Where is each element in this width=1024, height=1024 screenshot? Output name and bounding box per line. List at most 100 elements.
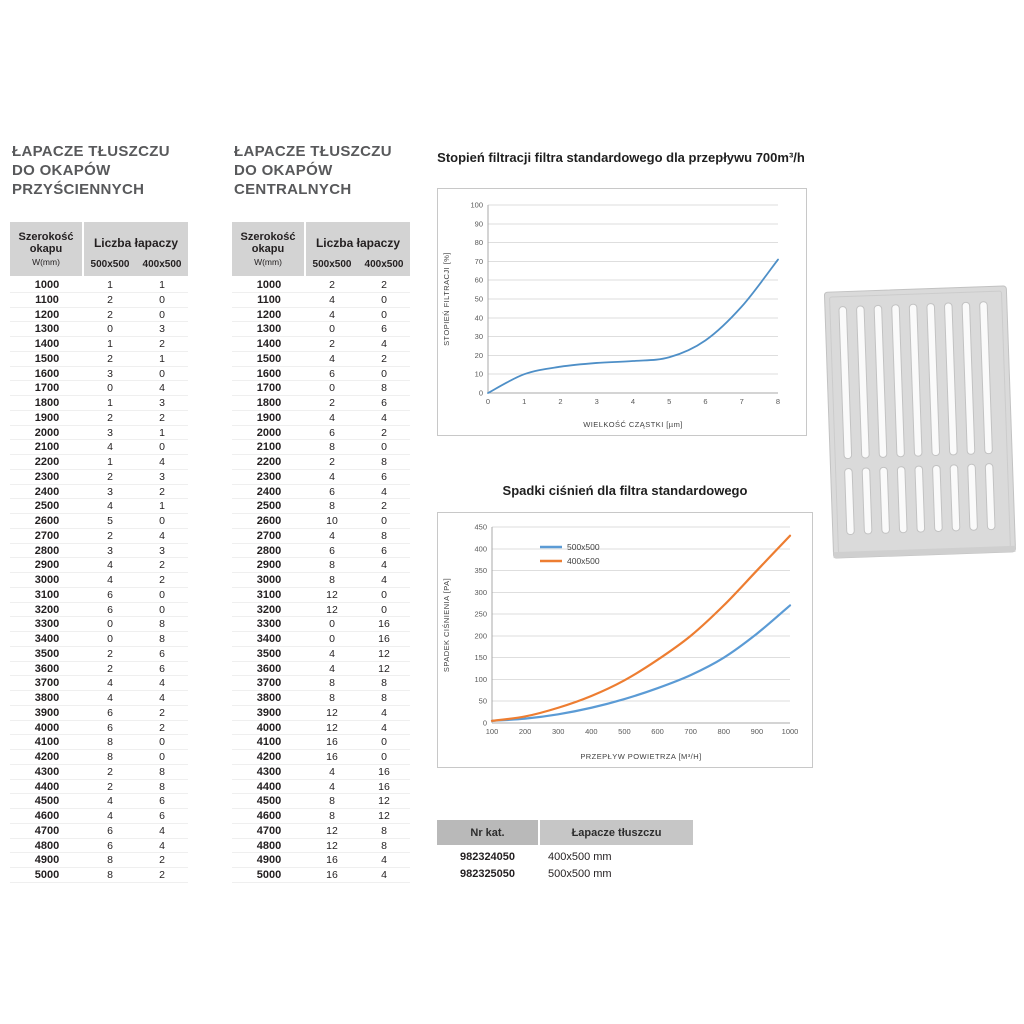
hood-width-cell: 2600 (34, 515, 60, 527)
table-row: 3000 4 2 (10, 573, 188, 588)
hood-width-cell: 4800 (34, 839, 60, 852)
svg-text:250: 250 (474, 610, 487, 619)
trap-count-cell: 3 (107, 485, 113, 498)
svg-text:1000: 1000 (782, 727, 799, 736)
svg-text:2: 2 (558, 397, 562, 406)
table-row: 1500 2 1 (10, 352, 188, 367)
svg-text:150: 150 (474, 653, 487, 662)
catalog-size-cell: 400x500 mm (548, 850, 612, 863)
table-row: 3600 4 12 (232, 662, 410, 677)
catalog-table: Nr kat. Łapacze tłuszczu 982324050 400x50… (437, 820, 693, 882)
hood-width-cell: 4700 (34, 824, 60, 837)
trap-count-cell: 8 (381, 824, 387, 837)
trap-count-cell: 6 (159, 662, 165, 675)
svg-text:20: 20 (475, 351, 483, 360)
trap-count-cell: 4 (381, 869, 387, 881)
table-row: 4900 16 4 (232, 853, 410, 868)
trap-count-cell: 6 (329, 544, 335, 557)
hood-width-cell: 1300 (34, 323, 60, 336)
hood-width-cell: 5000 (256, 869, 282, 881)
trap-count-cell: 4 (329, 352, 335, 365)
trap-count-cell: 4 (329, 662, 335, 675)
svg-text:6: 6 (703, 397, 707, 406)
svg-text:4: 4 (631, 397, 635, 406)
table-row: 3400 0 8 (10, 632, 188, 647)
trap-count-cell: 4 (107, 795, 113, 808)
table-row: 1200 2 0 (10, 308, 188, 323)
trap-count-cell: 0 (381, 308, 387, 321)
trap-count-cell: 8 (329, 574, 335, 586)
trap-count-cell: 8 (107, 854, 113, 867)
trap-count-cell: 2 (107, 352, 113, 365)
trap-count-cell: 0 (159, 736, 165, 749)
hood-width-cell: 1800 (256, 397, 282, 409)
trap-count-cell: 6 (381, 323, 387, 336)
table-row: 2000 6 2 (232, 426, 410, 441)
trap-count-cell: 6 (381, 397, 387, 409)
table-title-centralne: ŁAPACZE TŁUSZCZU DO OKAPÓW CENTRALNYCH (234, 143, 392, 198)
svg-text:400: 400 (474, 544, 487, 553)
trap-count-header: Liczba łapaczy (93, 236, 179, 250)
catalog-row: 982324050 400x500 mm (437, 848, 693, 865)
table-row: 4700 12 8 (232, 824, 410, 839)
trap-count-cell: 0 (381, 515, 387, 527)
trap-count-cell: 6 (107, 721, 113, 734)
svg-text:90: 90 (475, 219, 483, 228)
table-row: 1600 3 0 (10, 367, 188, 382)
trap-count-cell: 16 (378, 633, 390, 645)
svg-text:30: 30 (475, 332, 483, 341)
trap-count-cell: 1 (159, 426, 165, 439)
hood-width-cell: 1100 (257, 293, 281, 306)
hood-width-cell: 3200 (34, 603, 60, 616)
table-row: 1900 2 2 (10, 411, 188, 426)
trap-count-cell: 6 (381, 544, 387, 557)
grease-trap-table-centralne: Szerokość okapu W(mm) Liczba łapaczy 500… (232, 222, 410, 883)
table-row: 2500 8 2 (232, 499, 410, 514)
trap-count-cell: 2 (107, 647, 113, 660)
table-row: 4200 16 0 (232, 750, 410, 765)
hood-width-cell: 2900 (256, 559, 282, 572)
hood-width-cell: 3300 (256, 618, 282, 631)
trap-count-cell: 4 (329, 308, 335, 321)
svg-text:SPADEK CIŚNIENIA [PA]: SPADEK CIŚNIENIA [PA] (442, 578, 451, 672)
trap-count-cell: 8 (381, 382, 387, 395)
table-row: 1600 6 0 (232, 367, 410, 382)
trap-count-cell: 12 (326, 603, 338, 616)
table-row: 2100 4 0 (10, 440, 188, 455)
table-row: 2400 6 4 (232, 485, 410, 500)
chart-content: 0 50 100 150 200 250 300 350 400 450 100 200 300 400 5… (442, 523, 798, 762)
hood-width-cell: 4800 (256, 839, 282, 852)
trap-count-cell: 0 (107, 633, 113, 645)
trap-count-cell: 4 (329, 470, 335, 483)
hood-width-cell: 1600 (256, 367, 282, 380)
trap-count-cell: 4 (107, 574, 113, 586)
hood-width-cell: 4500 (34, 795, 60, 808)
table-row: 4100 16 0 (232, 735, 410, 750)
trap-count-cell: 2 (159, 854, 165, 867)
trap-count-cell: 0 (159, 515, 165, 527)
hood-width-cell: 1800 (34, 397, 60, 409)
hood-width-cell: 4500 (256, 795, 282, 808)
column-header-500x500: 500x500 (312, 258, 352, 270)
hood-width-cell: 2000 (256, 426, 282, 439)
trap-count-cell: 8 (329, 559, 335, 572)
trap-count-cell: 6 (159, 795, 165, 808)
catalog-size-cell: 500x500 mm (548, 867, 612, 880)
hood-width-cell: 1400 (256, 338, 282, 350)
hood-width-cell: 4100 (34, 736, 60, 749)
trap-count-cell: 2 (107, 662, 113, 675)
trap-count-cell: 0 (159, 751, 165, 763)
trap-count-cell: 8 (159, 780, 165, 793)
trap-count-cell: 8 (159, 633, 165, 645)
table-row: 5000 8 2 (10, 868, 188, 883)
table-row: 3600 2 6 (10, 662, 188, 677)
trap-count-cell: 4 (159, 382, 165, 395)
hood-width-cell: 4200 (34, 751, 60, 763)
hood-width-cell: 2700 (34, 529, 60, 542)
hood-width-cell: 3700 (256, 677, 282, 690)
svg-text:450: 450 (474, 523, 487, 532)
trap-count-cell: 3 (107, 367, 113, 380)
svg-text:70: 70 (475, 257, 483, 266)
trap-count-cell: 8 (329, 795, 335, 808)
hood-width-header: Szerokość okapu W(mm) (232, 222, 306, 276)
